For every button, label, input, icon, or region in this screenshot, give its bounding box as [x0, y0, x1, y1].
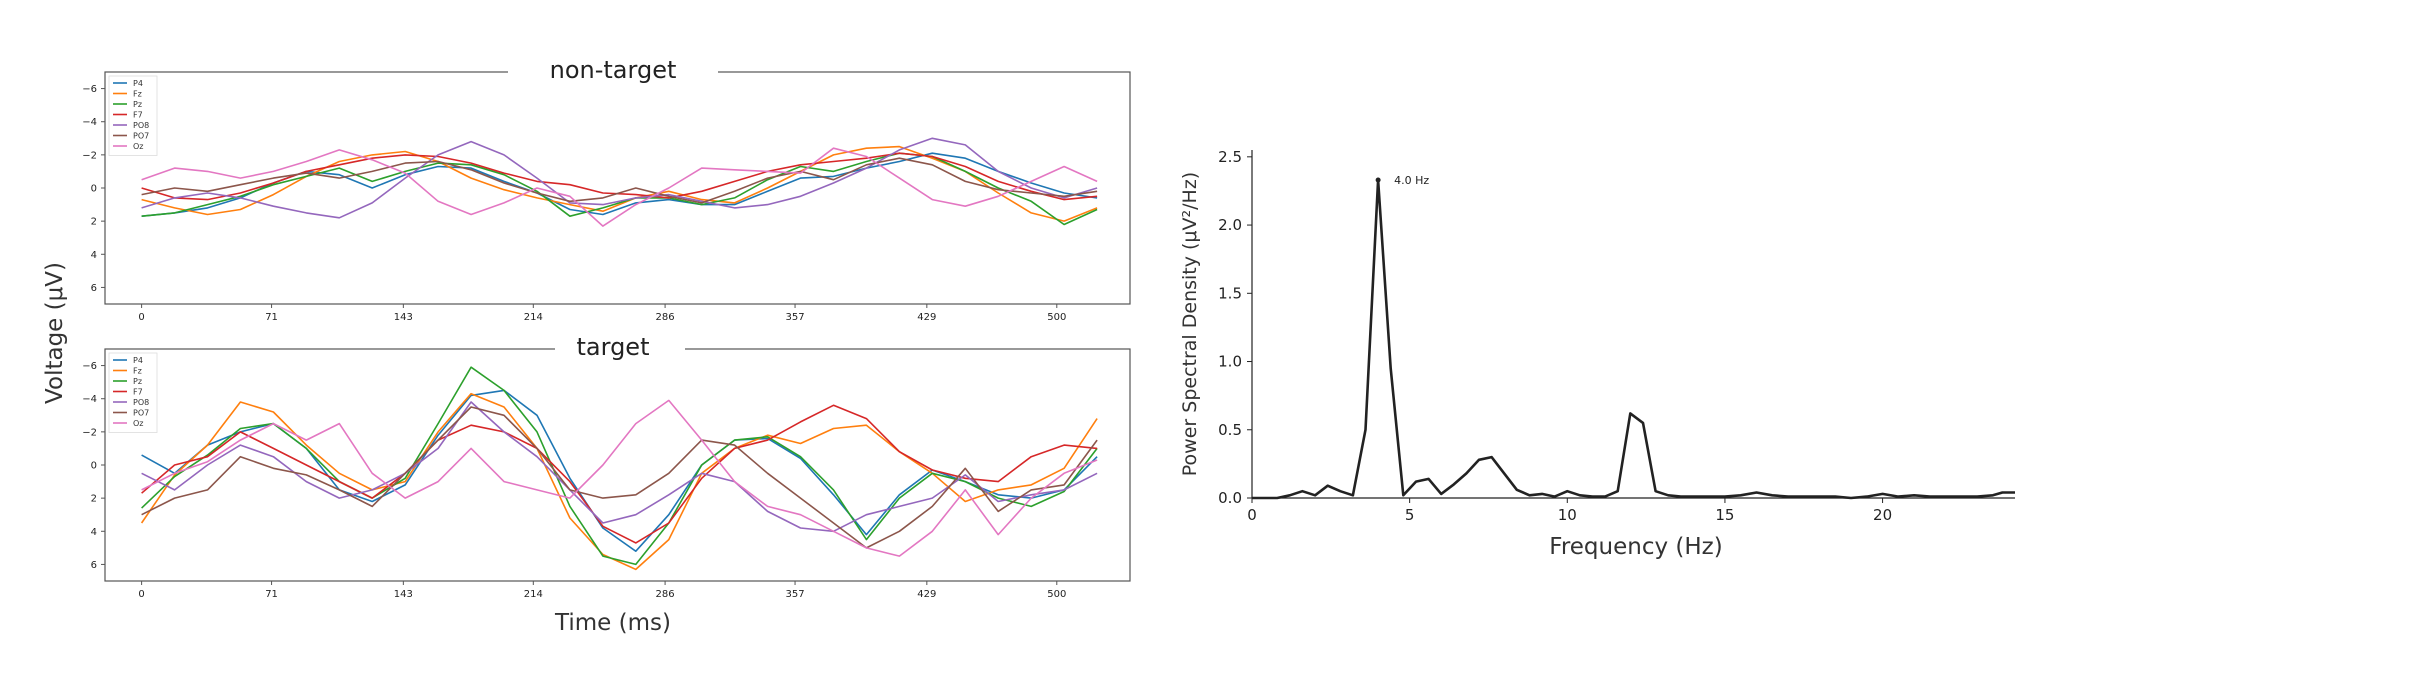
p1-legend-label: PO8 [133, 121, 149, 130]
p2-series-po7 [141, 406, 1098, 549]
p2-legend-label: Oz [133, 419, 144, 428]
p1-legend-label: Oz [133, 142, 144, 151]
p1-legend-label: Fz [133, 90, 142, 99]
psd-x-tick-label: 15 [1715, 506, 1734, 524]
psd-panel: 0.0 0.5 1.0 1.5 2.0 2.5 0 5 10 15 20 4.0 Hz Frequ… [1179, 148, 2015, 560]
p1-x-tick-label: 71 [265, 312, 278, 323]
psd-y-tick-label: 1.0 [1218, 353, 1242, 371]
p1-series-fz [141, 145, 1098, 222]
psd-x-tick-label: 10 [1558, 506, 1577, 524]
psd-y-tick-label: 0.0 [1218, 489, 1242, 507]
p2-series-fz [140, 392, 1098, 571]
psd-y-tick-label: 1.5 [1218, 284, 1242, 302]
p1-series-po8 [141, 137, 1098, 219]
target-title: target [577, 333, 650, 361]
p1-x-tick-label: 0 [138, 312, 144, 323]
p1-y-tick-label: −2 [82, 150, 97, 161]
voltage-axis-label: Voltage (μV) [42, 262, 68, 404]
p2-series-f7 [141, 404, 1098, 544]
target-plot-frame [104, 348, 1131, 582]
p2-x-tick-label: 357 [785, 589, 804, 600]
p1-legend-label: P4 [133, 79, 143, 88]
p2-x-tick-label: 143 [394, 589, 413, 600]
psd-x-tick-label: 0 [1247, 506, 1257, 524]
p2-y-tick-label: 4 [91, 527, 97, 538]
psd-peak-annotation: 4.0 Hz [1394, 174, 1429, 187]
p2-y-tick-label: 6 [91, 560, 97, 571]
p1-y-tick-label: −6 [82, 84, 97, 95]
p2-y-tick-label: 2 [91, 494, 97, 505]
p1-series-oz [141, 147, 1098, 227]
p2-series-oz [141, 399, 1098, 557]
p2-y-tick-label: −2 [82, 427, 97, 438]
p2-legend-label: P4 [133, 356, 143, 365]
p2-y-tick-label: 0 [91, 461, 97, 472]
p1-y-tick-label: 2 [91, 217, 97, 228]
psd-y-tick-label: 2.5 [1218, 148, 1242, 166]
p2-x-tick-label: 214 [524, 589, 543, 600]
p1-legend-label: PO7 [133, 132, 149, 141]
target-title-backdrop [555, 331, 685, 365]
p1-x-tick-label: 214 [524, 312, 543, 323]
non-target-title: non-target [550, 56, 677, 84]
psd-x-tick-label: 5 [1405, 506, 1415, 524]
p2-legend-label: Pz [133, 377, 142, 386]
p1-x-tick-label: 143 [394, 312, 413, 323]
p1-legend-box [108, 75, 158, 156]
p1-x-tick-label: 429 [917, 312, 936, 323]
psd-peak-marker [1375, 177, 1381, 183]
time-axis-label: Time (ms) [554, 610, 671, 636]
non-target-panel: non-target −6 −4 −2 0 2 4 6 0 71 143 214 286 357 429… [82, 54, 1131, 323]
psd-curve [1252, 178, 2015, 500]
p1-legend-label: Pz [133, 100, 142, 109]
p1-legend-label: F7 [133, 111, 143, 120]
p2-x-tick-label: 500 [1047, 589, 1066, 600]
p1-series-po7 [141, 157, 1098, 204]
psd-y-tick-label: 0.5 [1218, 421, 1242, 439]
p2-x-tick-label: 429 [917, 589, 936, 600]
p2-legend-label: Fz [133, 367, 142, 376]
psd-x-tick-label: 20 [1873, 506, 1892, 524]
p2-y-tick-label: −4 [82, 394, 97, 405]
p2-legend-box [108, 352, 158, 433]
p1-x-tick-label: 500 [1047, 312, 1066, 323]
non-target-title-backdrop [508, 54, 718, 88]
p1-x-tick-label: 286 [656, 312, 675, 323]
p1-y-tick-label: 4 [91, 250, 97, 261]
p2-y-tick-label: −6 [82, 361, 97, 372]
p2-series-pz [141, 366, 1098, 566]
p2-x-tick-label: 286 [656, 589, 675, 600]
p1-y-tick-label: −4 [82, 117, 97, 128]
p2-x-tick-label: 0 [138, 589, 144, 600]
p2-legend-label: F7 [133, 388, 143, 397]
p2-x-tick-label: 71 [265, 589, 278, 600]
frequency-axis-label: Frequency (Hz) [1549, 534, 1722, 560]
psd-y-tick-label: 2.0 [1218, 216, 1242, 234]
p2-legend-label: PO7 [133, 409, 149, 418]
psd-axis-label: Power Spectral Density (μV²/Hz) [1179, 172, 1201, 476]
p1-x-tick-label: 357 [785, 312, 804, 323]
p2-series-po8 [141, 401, 1098, 533]
p2-legend-label: PO8 [133, 398, 149, 407]
p1-y-tick-label: 0 [91, 184, 97, 195]
p1-y-tick-label: 6 [91, 283, 97, 294]
